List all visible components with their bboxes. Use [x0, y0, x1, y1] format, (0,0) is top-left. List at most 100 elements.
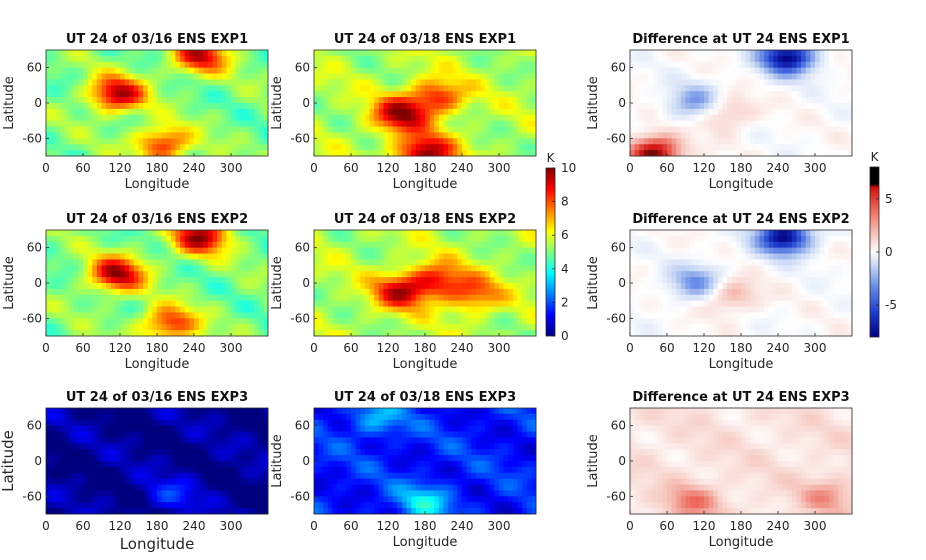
heatmap-cell [87, 330, 93, 337]
heatmap-cell [671, 67, 677, 74]
heatmap-cell [351, 271, 357, 278]
heatmap-cell [217, 283, 223, 290]
heatmap-cell [360, 235, 366, 243]
heatmap-cell [443, 283, 449, 290]
heatmap-cell [235, 67, 241, 74]
heatmap-cell [713, 120, 719, 127]
heatmap-cell [73, 79, 79, 86]
heatmap-cell [244, 324, 250, 331]
heatmap-cell [180, 277, 186, 284]
heatmap-cell [457, 253, 463, 260]
heatmap-cell [694, 103, 700, 110]
heatmap-cell [630, 97, 636, 104]
heatmap-cell [152, 132, 158, 139]
heatmap-cell [727, 132, 733, 139]
heatmap-cell [764, 144, 770, 151]
heatmap-cell [443, 97, 449, 104]
heatmap-cell [741, 132, 747, 139]
heatmap-cell [249, 144, 255, 151]
heatmap-cell [180, 259, 186, 266]
heatmap-cell [425, 318, 431, 325]
heatmap-cell [166, 265, 172, 272]
heatmap-cell [254, 324, 260, 331]
heatmap-cell [824, 138, 830, 145]
heatmap-cell [120, 55, 126, 63]
heatmap-cell [143, 108, 149, 116]
heatmap-cell [346, 300, 352, 307]
heatmap-cell [801, 259, 807, 266]
heatmap-cell [847, 132, 853, 139]
heatmap-cell [782, 103, 788, 110]
heatmap-cell [383, 97, 389, 104]
heatmap-cell [101, 253, 107, 260]
heatmap-cell [828, 55, 834, 63]
heatmap-cell [717, 144, 723, 151]
heatmap-cell [258, 138, 264, 145]
heatmap-cell [235, 114, 241, 122]
heatmap-cell [471, 132, 477, 139]
heatmap-cell [824, 288, 830, 296]
heatmap-cell [828, 61, 834, 69]
heatmap-cell [101, 259, 107, 266]
heatmap-cell [212, 79, 218, 86]
heatmap-cell [78, 265, 84, 272]
heatmap-cell [374, 241, 380, 249]
heatmap-cell [332, 288, 338, 296]
heatmap-cell [810, 126, 816, 133]
heatmap-cell [448, 283, 454, 290]
heatmap-cell [73, 103, 79, 110]
heatmap-cell [690, 132, 696, 139]
heatmap-cell [508, 91, 514, 98]
heatmap-cell [92, 230, 98, 237]
heatmap-cell [87, 312, 93, 319]
heatmap-cell [485, 312, 491, 319]
heatmap-cell [480, 85, 486, 92]
heatmap-cell [217, 61, 223, 69]
heatmap-cell [680, 85, 686, 92]
heatmap-cell [355, 85, 361, 92]
heatmap-cell [411, 85, 417, 92]
heatmap-cell [78, 300, 84, 307]
heatmap-cell [708, 61, 714, 69]
heatmap-cell [457, 85, 463, 92]
heatmap-cell [194, 312, 200, 319]
heatmap-cell [452, 235, 458, 243]
heatmap-cell [147, 271, 153, 278]
heatmap-cell [120, 61, 126, 69]
heatmap-cell [124, 108, 130, 116]
heatmap-cell [704, 114, 710, 122]
heatmap-cell [810, 230, 816, 237]
heatmap-cell [639, 144, 645, 151]
heatmap-cell [83, 126, 89, 133]
heatmap-cell [485, 97, 491, 104]
heatmap-cell [59, 85, 65, 92]
heatmap-cell [124, 271, 130, 278]
heatmap-cell [87, 150, 93, 157]
heatmap-cell [704, 108, 710, 116]
heatmap-cell [736, 91, 742, 98]
heatmap-cell [699, 126, 705, 133]
heatmap-cell [175, 306, 181, 313]
heatmap-cell [203, 288, 209, 296]
heatmap-cell [198, 288, 204, 296]
heatmap-cell [392, 85, 398, 92]
heatmap-cell [346, 253, 352, 260]
heatmap-cell [59, 265, 65, 272]
heatmap-cell [815, 265, 821, 272]
heatmap-cell [166, 283, 172, 290]
heatmap-cell [175, 300, 181, 307]
heatmap-cell [745, 230, 751, 237]
heatmap-cell [341, 235, 347, 243]
heatmap-cell [180, 91, 186, 98]
heatmap-cell [717, 120, 723, 127]
heatmap-cell [392, 241, 398, 249]
heatmap-cell [327, 271, 333, 278]
heatmap-cell [120, 330, 126, 337]
heatmap-cell [78, 85, 84, 92]
heatmap-cell [824, 108, 830, 116]
heatmap-cell [522, 312, 528, 319]
heatmap-cell [254, 138, 260, 145]
heatmap-cell [722, 235, 728, 243]
heatmap-cell [59, 247, 65, 254]
heatmap-cell [406, 288, 412, 296]
